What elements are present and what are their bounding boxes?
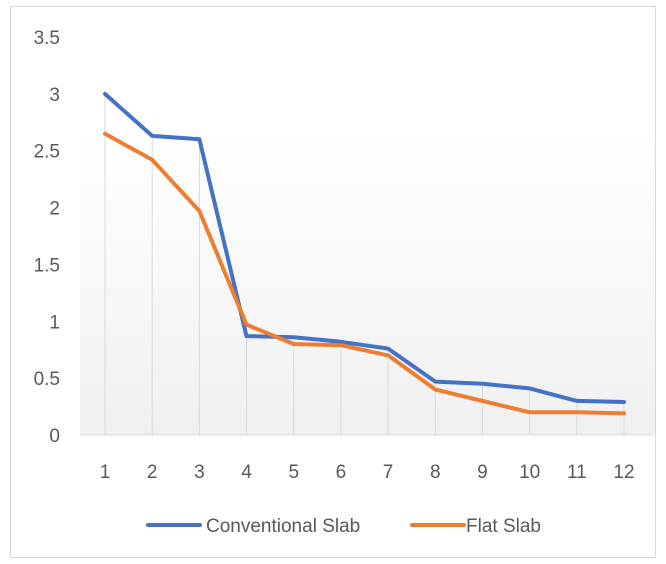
x-tick-label: 5 (288, 462, 299, 483)
x-tick-label: 11 (567, 462, 587, 483)
x-tick-label: 7 (383, 462, 394, 483)
x-tick-label: 2 (147, 462, 158, 483)
y-axis-tick-labels: 0 0.5 1 1.5 2 2.5 3 3.5 (34, 28, 60, 447)
y-tick-label: 1 (49, 312, 60, 333)
x-tick-label: 8 (430, 462, 441, 483)
drop-lines (104, 93, 625, 435)
y-tick-label: 2 (49, 199, 60, 220)
x-tick-label: 1 (100, 462, 111, 483)
y-tick-label: 2.5 (34, 142, 60, 163)
y-tick-label: 1.5 (34, 255, 60, 276)
x-tick-label: 4 (241, 462, 252, 483)
legend-label: Conventional Slab (206, 516, 360, 537)
legend: Conventional Slab Flat Slab (146, 516, 541, 537)
series-lines (103, 91, 626, 416)
x-tick-label: 6 (336, 462, 347, 483)
y-tick-label: 3 (49, 85, 60, 106)
series-line-flat-slab (103, 131, 626, 416)
y-tick-label: 3.5 (34, 28, 60, 49)
plot-background (80, 130, 655, 435)
x-tick-label: 3 (194, 462, 205, 483)
x-tick-label: 9 (477, 462, 488, 483)
x-tick-label: 10 (519, 462, 540, 483)
series-line-conventional-slab (103, 91, 626, 404)
y-tick-label: 0.5 (34, 369, 60, 390)
y-tick-label: 0 (49, 426, 60, 447)
x-axis-tick-labels: 1 2 3 4 5 6 7 8 9 10 11 12 (100, 462, 635, 483)
x-tick-label: 12 (613, 462, 634, 483)
legend-label: Flat Slab (466, 516, 541, 537)
